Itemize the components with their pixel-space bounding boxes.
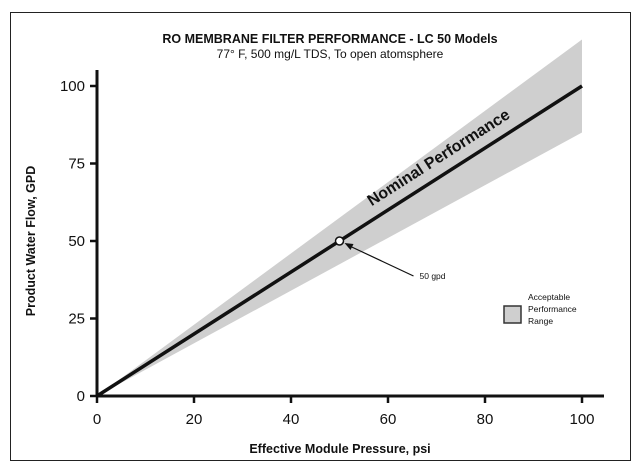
x-tick-label: 60 [380,411,397,428]
y-axis-label: Product Water Flow, GPD [24,166,38,316]
tick-labels: 0 20 40 60 80 100 0 25 50 75 100 [60,78,595,428]
y-tick-label: 0 [77,388,85,405]
annotation-arrowhead [344,243,354,250]
annotation-point [334,236,345,246]
chart-title: RO MEMBRANE FILTER PERFORMANCE - LC 50 M… [162,32,497,46]
x-tick-label: 0 [93,411,101,428]
annotation-label: 50 gpd [420,271,446,281]
x-tick-label: 20 [186,411,203,428]
legend-label-range: Acceptable Performance Range [528,292,579,326]
y-tick-label: 25 [68,311,85,328]
x-axis-label: Effective Module Pressure, psi [249,442,430,456]
x-tick-label: 40 [283,411,300,428]
performance-range-band [97,39,582,396]
annotation-arrow-line [347,244,414,277]
axes [90,70,604,403]
y-tick-label: 50 [68,233,85,250]
y-tick-label: 75 [68,156,85,173]
x-tick-label: 80 [477,411,494,428]
performance-range-layer [97,39,582,396]
annotation: 50 gpd [334,236,446,281]
legend: Acceptable Performance Range [503,292,579,326]
legend-swatch-range [503,305,522,324]
chart-subtitle: 77° F, 500 mg/L TDS, To open atomsphere [217,47,444,61]
x-tick-label: 100 [569,411,594,428]
y-tick-label: 100 [60,78,85,95]
